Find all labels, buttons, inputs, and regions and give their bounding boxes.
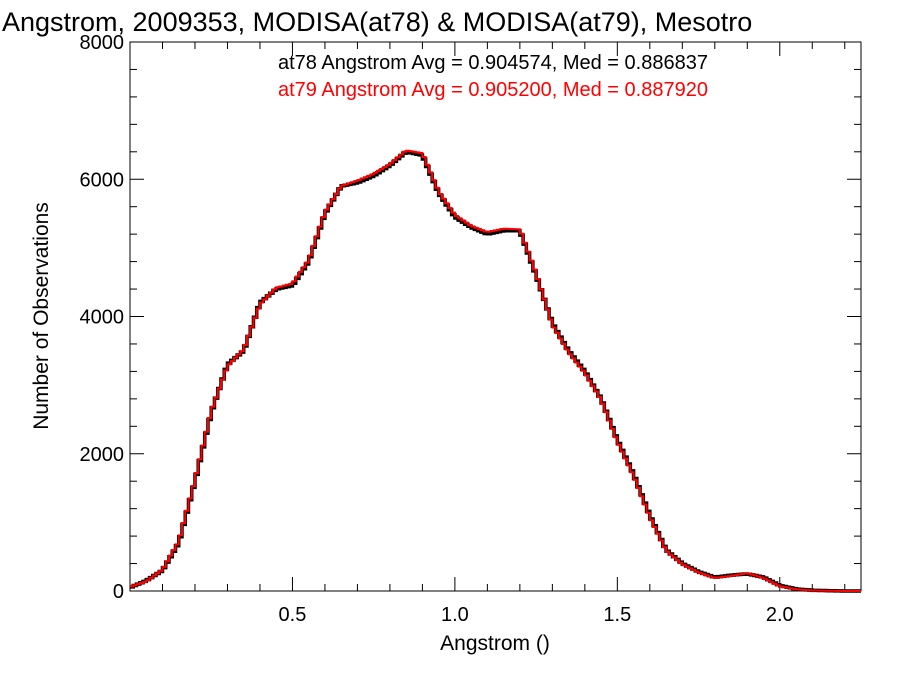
chart-title: Angstrom, 2009353, MODISA(at78) & MODISA… bbox=[2, 7, 752, 37]
series-line-at79 bbox=[130, 149, 861, 592]
x-tick-label: 1.5 bbox=[603, 604, 631, 626]
axis-tick-labels: 0.5 1.0 1.5 2.0 0 2000 4000 6000 8000 bbox=[80, 32, 794, 626]
x-tick-label: 0.5 bbox=[279, 604, 307, 626]
legend-at79: at79 Angstrom Avg = 0.905200, Med = 0.88… bbox=[278, 79, 708, 101]
y-tick-label: 8000 bbox=[80, 32, 125, 54]
y-tick-label: 4000 bbox=[80, 307, 125, 329]
legend-at78: at78 Angstrom Avg = 0.904574, Med = 0.88… bbox=[278, 52, 708, 74]
y-tick-label: 0 bbox=[113, 581, 124, 603]
data-series bbox=[130, 149, 861, 593]
plot-frame bbox=[129, 41, 862, 592]
y-tick-label: 2000 bbox=[80, 444, 125, 466]
x-tick-label: 1.0 bbox=[441, 604, 469, 626]
axis-ticks bbox=[130, 41, 861, 592]
y-tick-label: 6000 bbox=[80, 169, 125, 191]
x-tick-label: 2.0 bbox=[766, 604, 794, 626]
x-axis-label: Angstrom () bbox=[440, 632, 550, 655]
y-axis-label: Number of Observations bbox=[30, 202, 53, 430]
series-line-at78 bbox=[130, 150, 861, 593]
